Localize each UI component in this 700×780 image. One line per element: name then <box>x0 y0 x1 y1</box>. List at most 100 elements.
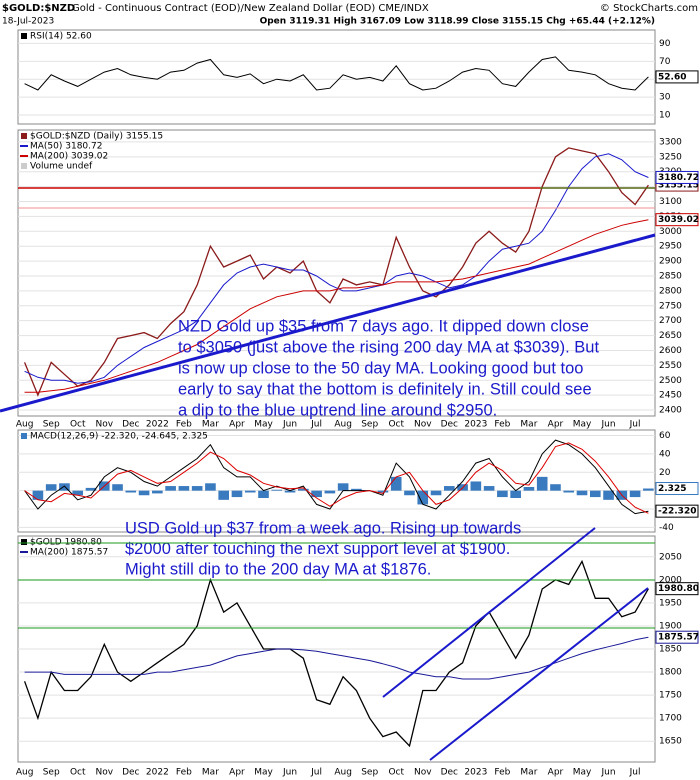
y-tick-label: 1700 <box>659 714 682 724</box>
panel-title: MACD(12,26,9) -22.320, -24.645, 2.325 <box>30 432 208 442</box>
histogram-bar <box>125 490 137 493</box>
legend-swatch <box>21 33 27 39</box>
x-tick-label: Apr <box>229 768 245 778</box>
x-tick-label: May <box>573 420 592 430</box>
histogram-bar <box>576 490 588 496</box>
x-tick-label: Sep <box>361 768 378 778</box>
y-tick-label: 2800 <box>659 286 682 296</box>
x-tick-label: Nov <box>95 420 113 430</box>
x-tick-label: Feb <box>494 768 510 778</box>
x-tick-label: Apr <box>548 420 564 430</box>
x-tick-label: Jun <box>601 420 616 430</box>
y-tick-label: 2950 <box>659 242 682 252</box>
x-tick-label: Oct <box>388 768 404 778</box>
y-tick-label: 70 <box>659 57 671 67</box>
histogram-bar <box>510 490 521 498</box>
histogram-bar <box>231 490 243 498</box>
y-tick-label: 2750 <box>659 301 682 311</box>
value-tag <box>655 213 699 227</box>
x-tick-label: Aug <box>16 420 34 430</box>
annotation: NZD Gold up $35 from 7 days ago. It dipp… <box>178 317 589 335</box>
y-tick-label: 1950 <box>659 598 682 608</box>
x-tick-label: Oct <box>388 420 404 430</box>
value-tag <box>655 70 699 84</box>
x-tick-label: Sep <box>361 420 378 430</box>
y-tick-label: 2650 <box>659 331 682 341</box>
value-tag <box>655 482 699 496</box>
histogram-bar <box>324 490 336 494</box>
histogram-bar <box>271 489 283 491</box>
value-tag-label: 1875.57 <box>658 633 699 643</box>
annotation: $2000 after touching the next support le… <box>125 540 510 558</box>
y-tick-label: 2400 <box>659 406 682 416</box>
x-tick-label: Jul <box>310 420 322 430</box>
annotation: is now up close to the 50 day MA. Lookin… <box>178 359 583 377</box>
legend-swatch <box>21 539 27 545</box>
annotation: USD Gold up $37 from a week ago. Rising … <box>125 519 521 537</box>
histogram-bar <box>589 490 601 498</box>
histogram-bar <box>45 484 57 491</box>
x-tick-label: Oct <box>70 420 86 430</box>
x-tick-label: Mar <box>520 768 537 778</box>
series-line <box>24 56 649 91</box>
series-line <box>24 636 649 680</box>
description: Gold - Continuous Contract (EOD)/New Zea… <box>72 3 429 14</box>
histogram-bar <box>643 488 654 491</box>
x-tick-label: Dec <box>122 420 139 430</box>
y-tick-label: 2000 <box>659 575 682 585</box>
y-tick-label: 3100 <box>659 197 682 207</box>
annotation: a dip to the blue uptrend line around $2… <box>178 401 497 419</box>
y-tick-label: 1900 <box>659 621 682 631</box>
copyright: © StockCharts.com <box>600 3 698 14</box>
histogram-bar <box>377 490 389 493</box>
value-tag-label: 3180.72 <box>658 173 699 183</box>
x-tick-label: May <box>254 768 273 778</box>
histogram-bar <box>390 476 402 491</box>
panel-frame <box>17 29 656 125</box>
x-tick-label: Jul <box>629 768 641 778</box>
histogram-bar <box>191 486 203 491</box>
annotation: to $3050 (just above the rising 200 day … <box>178 338 599 356</box>
x-tick-label: Feb <box>176 768 192 778</box>
histogram-bar <box>404 490 415 496</box>
y-tick-label: 1800 <box>659 668 682 678</box>
legend-swatch <box>21 133 27 139</box>
histogram-bar <box>311 490 322 498</box>
legend-entry: MA(200) 1875.57 <box>30 548 108 558</box>
value-tag-label: 2.325 <box>658 484 686 494</box>
y-tick-label: 1750 <box>659 691 682 701</box>
y-tick-label: 1650 <box>659 737 682 747</box>
histogram-bar <box>112 484 123 491</box>
value-tag-label: 3039.02 <box>658 215 699 225</box>
channel-line <box>382 527 596 698</box>
y-tick-label: 40 <box>659 449 671 459</box>
y-tick-label: 10 <box>659 111 671 121</box>
x-tick-label: Mar <box>202 420 219 430</box>
x-tick-label: Nov <box>414 768 432 778</box>
histogram-bar <box>550 484 561 491</box>
histogram-bar <box>165 486 176 491</box>
panel-title: RSI(14) 52.60 <box>30 32 92 42</box>
x-tick-label: Feb <box>494 420 510 430</box>
x-tick-label: Mar <box>520 420 537 430</box>
x-tick-label: Jun <box>601 768 616 778</box>
histogram-bar <box>284 490 296 493</box>
histogram-bar <box>470 481 482 491</box>
x-tick-label: Sep <box>43 768 60 778</box>
x-tick-label: Jun <box>282 420 297 430</box>
histogram-bar <box>443 486 455 491</box>
x-tick-label: Jun <box>282 768 297 778</box>
histogram-bar <box>218 490 230 500</box>
legend-swatch <box>21 163 27 169</box>
histogram-bar <box>629 490 641 498</box>
histogram-bar <box>72 490 84 496</box>
y-tick-label: 90 <box>659 39 671 49</box>
histogram-bar <box>417 490 429 505</box>
x-tick-label: Mar <box>202 768 219 778</box>
y-tick-label: 3000 <box>659 227 682 237</box>
x-tick-label: Sep <box>43 420 60 430</box>
histogram-bar <box>563 490 575 493</box>
x-tick-label: Dec <box>441 768 458 778</box>
panel-title: $GOLD:$NZD (Daily) 3155.15 <box>30 132 163 142</box>
x-tick-label: May <box>254 420 273 430</box>
